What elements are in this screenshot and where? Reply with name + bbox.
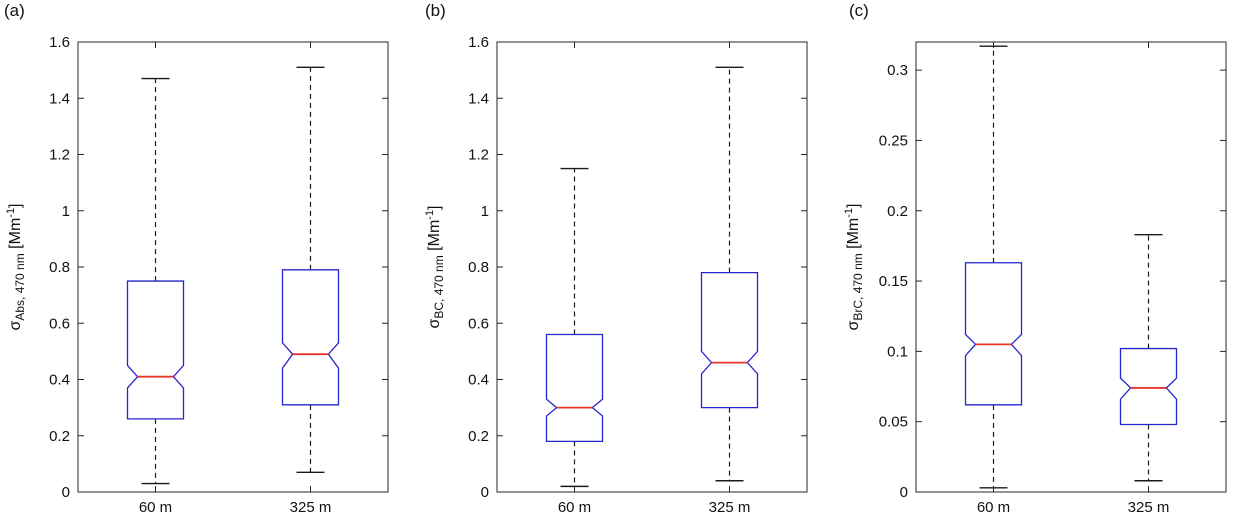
y-tick-label: 1.6 [49,34,70,51]
y-tick-label: 0.6 [468,315,489,332]
panel-label-b: (b) [425,1,446,20]
x-tick-label: 60 m [977,499,1010,516]
y-tick-label: 0.3 [887,62,908,79]
y-axis-label: σBC, 470 nm [Mm-1] [424,205,446,328]
y-tick-label: 0.2 [468,428,489,445]
y-tick-label: 0.1 [887,343,908,360]
y-tick-label: 1.2 [468,147,489,164]
panel-label-a: (a) [4,1,25,20]
axis-frame [77,41,389,493]
y-tick-label: 0.4 [49,372,70,389]
notched-box [964,262,1023,406]
y-tick-label: 0 [481,484,489,501]
notched-box [126,280,185,420]
y-tick-label: 0.4 [468,372,489,389]
y-tick-label: 0.2 [887,203,908,220]
notched-box [545,333,604,443]
notched-box [1119,347,1178,426]
x-tick-label: 60 m [139,499,172,516]
y-tick-label: 1.6 [468,34,489,51]
y-tick-label: 0.8 [468,259,489,276]
boxplot-panel-c: 0 0.05 0.1 0.15 0.2 0.25 0.3 60 m 325 m σBrC, 470… [843,41,1227,516]
axis-frame [915,41,1227,493]
y-tick-label: 0 [900,484,908,501]
y-tick-label: 0.25 [879,132,908,149]
x-tick-label: 325 m [1128,499,1170,516]
y-tick-label: 0.8 [49,259,70,276]
boxplot-panel-a: 0 0.2 0.4 0.6 0.8 1 1.2 1.4 1.6 60 m 325 m σAbs, 47… [5,34,389,516]
y-tick-label: 0.6 [49,315,70,332]
y-tick-label: 0 [62,484,70,501]
notched-box [281,269,340,406]
y-tick-label: 0.05 [879,414,908,431]
notched-box [700,271,759,409]
x-tick-label: 325 m [709,499,751,516]
y-tick-label: 1.2 [49,147,70,164]
y-axis-label: σAbs, 470 nm [Mm-1] [5,203,27,330]
boxplot-panel-b: 0 0.2 0.4 0.6 0.8 1 1.2 1.4 1.6 60 m 325 m σBC, 470… [424,34,808,516]
y-tick-label: 1.4 [49,90,70,107]
axis-frame [496,41,808,493]
y-tick-label: 0.15 [879,273,908,290]
x-tick-label: 325 m [290,499,332,516]
y-tick-label: 1 [62,203,70,220]
y-tick-label: 1 [481,203,489,220]
y-axis-label: σBrC, 470 nm [Mm-1] [843,203,865,330]
x-tick-label: 60 m [558,499,591,516]
y-tick-label: 0.2 [49,428,70,445]
panel-label-c: (c) [849,1,869,20]
y-tick-label: 1.4 [468,90,489,107]
